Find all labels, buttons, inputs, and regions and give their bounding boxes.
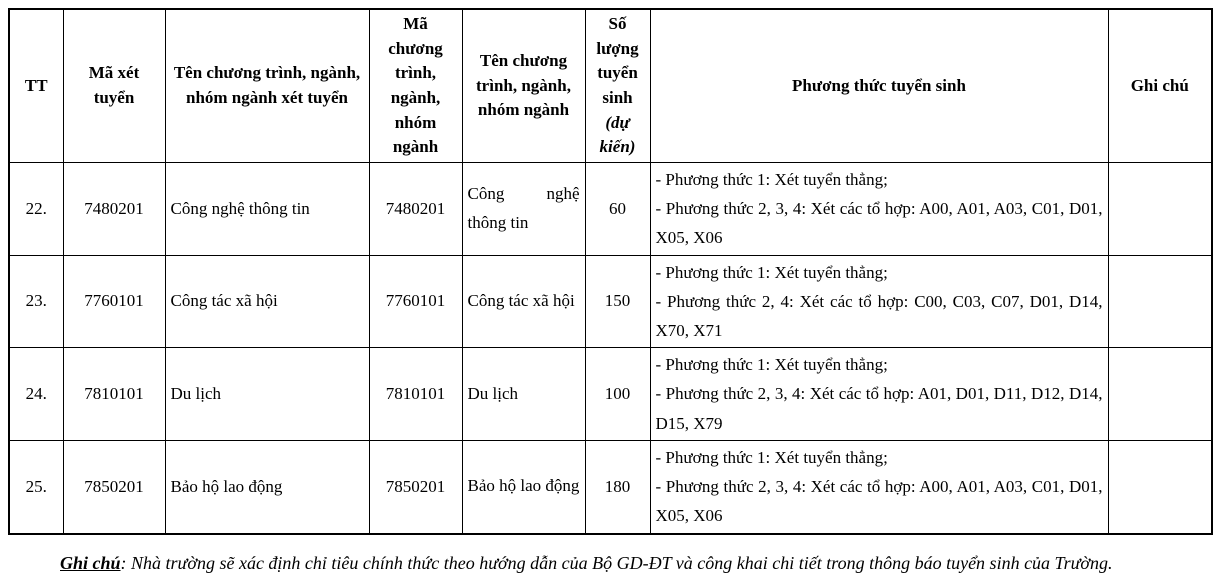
cell-tt: 23.: [8, 254, 64, 349]
cell-ghi-chu: [1107, 254, 1213, 349]
col-header-ten-nganh: Tên chương trình, ngành, nhóm ngành: [461, 8, 586, 163]
cell-ten-xet-tuyen: Bảo hộ lao động: [164, 439, 370, 535]
cell-ten-nganh: Công nghệ thông tin: [461, 161, 586, 256]
cell-ma-xet-tuyen: 7810101: [62, 347, 166, 441]
method-line: - Phương thức 2, 3, 4: Xét các tổ hợp: A…: [655, 477, 1103, 526]
cell-tt: 22.: [8, 161, 64, 256]
cell-ten-xet-tuyen: Du lịch: [164, 347, 370, 441]
cell-ghi-chu: [1107, 347, 1213, 441]
cell-phuong-thuc: - Phương thức 1: Xét tuyển thẳng; - Phươ…: [649, 254, 1109, 349]
col-header-tt: TT: [8, 8, 64, 163]
cell-ten-xet-tuyen: Công nghệ thông tin: [164, 161, 370, 256]
table-row: 25. 7850201 Bảo hộ lao động 7850201 Bảo …: [8, 439, 1213, 535]
cell-ten-nganh: Công tác xã hội: [461, 254, 586, 349]
method-line: - Phương thức 2, 3, 4: Xét các tổ hợp: A…: [655, 384, 1103, 433]
cell-tt: 25.: [8, 439, 64, 535]
cell-ma-nganh: 7760101: [368, 254, 463, 349]
method-line: - Phương thức 2, 4: Xét các tổ hợp: C00,…: [655, 291, 1103, 341]
cell-ma-xet-tuyen: 7760101: [62, 254, 166, 349]
method-line: - Phương thức 1: Xét tuyển thẳng;: [655, 447, 888, 467]
cell-phuong-thuc: - Phương thức 1: Xét tuyển thẳng; - Phươ…: [649, 161, 1109, 256]
cell-so-luong: 150: [584, 254, 651, 349]
cell-ma-nganh: 7810101: [368, 347, 463, 441]
cell-so-luong: 180: [584, 439, 651, 535]
table-row: 24. 7810101 Du lịch 7810101 Du lịch 100 …: [8, 347, 1213, 441]
cell-ten-nganh: Bảo hộ lao động: [461, 439, 586, 535]
col-header-phuong-thuc: Phương thức tuyển sinh: [649, 8, 1109, 163]
cell-so-luong: 100: [584, 347, 651, 441]
cell-phuong-thuc: - Phương thức 1: Xét tuyển thẳng; - Phươ…: [649, 347, 1109, 441]
so-luong-label: Số lượng tuyển sinh: [596, 14, 639, 107]
cell-ghi-chu: [1107, 161, 1213, 256]
cell-so-luong: 60: [584, 161, 651, 256]
cell-ma-xet-tuyen: 7850201: [62, 439, 166, 535]
col-header-so-luong: Số lượng tuyển sinh (dự kiến): [584, 8, 651, 163]
col-header-ma-xet-tuyen: Mã xét tuyển: [62, 8, 166, 163]
header-row: TT Mã xét tuyển Tên chương trình, ngành,…: [8, 8, 1213, 163]
cell-ma-nganh: 7850201: [368, 439, 463, 535]
col-header-ma-nganh: Mã chương trình, ngành, nhóm ngành: [368, 8, 463, 163]
col-header-ghi-chu: Ghi chú: [1107, 8, 1213, 163]
cell-phuong-thuc: - Phương thức 1: Xét tuyển thẳng; - Phươ…: [649, 439, 1109, 535]
col-header-ten-xet-tuyen: Tên chương trình, ngành, nhóm ngành xét …: [164, 8, 370, 163]
method-line: - Phương thức 1: Xét tuyển thẳng;: [655, 169, 888, 189]
table-row: 23. 7760101 Công tác xã hội 7760101 Công…: [8, 254, 1213, 349]
cell-ten-nganh: Du lịch: [461, 347, 586, 441]
method-line: - Phương thức 1: Xét tuyển thẳng;: [655, 355, 888, 375]
cell-ten-xet-tuyen: Công tác xã hội: [164, 254, 370, 349]
footnote: Ghi chú: Nhà trường sẽ xác định chỉ tiêu…: [10, 544, 1209, 582]
table-row: 22. 7480201 Công nghệ thông tin 7480201 …: [8, 161, 1213, 256]
footnote-label: Ghi chú: [60, 552, 121, 573]
admissions-table: TT Mã xét tuyển Tên chương trình, ngành,…: [8, 8, 1213, 535]
so-luong-sublabel: (dự kiến): [599, 112, 636, 157]
cell-ma-xet-tuyen: 7480201: [62, 161, 166, 256]
method-line: - Phương thức 2, 3, 4: Xét các tổ hợp: A…: [655, 199, 1103, 248]
footnote-text: : Nhà trường sẽ xác định chỉ tiêu chính …: [120, 552, 1113, 573]
method-line: - Phương thức 1: Xét tuyển thẳng;: [655, 262, 888, 282]
document-page: TT Mã xét tuyển Tên chương trình, ngành,…: [8, 8, 1213, 573]
cell-ghi-chu: [1107, 439, 1213, 535]
cell-tt: 24.: [8, 347, 64, 441]
cell-ma-nganh: 7480201: [368, 161, 463, 256]
